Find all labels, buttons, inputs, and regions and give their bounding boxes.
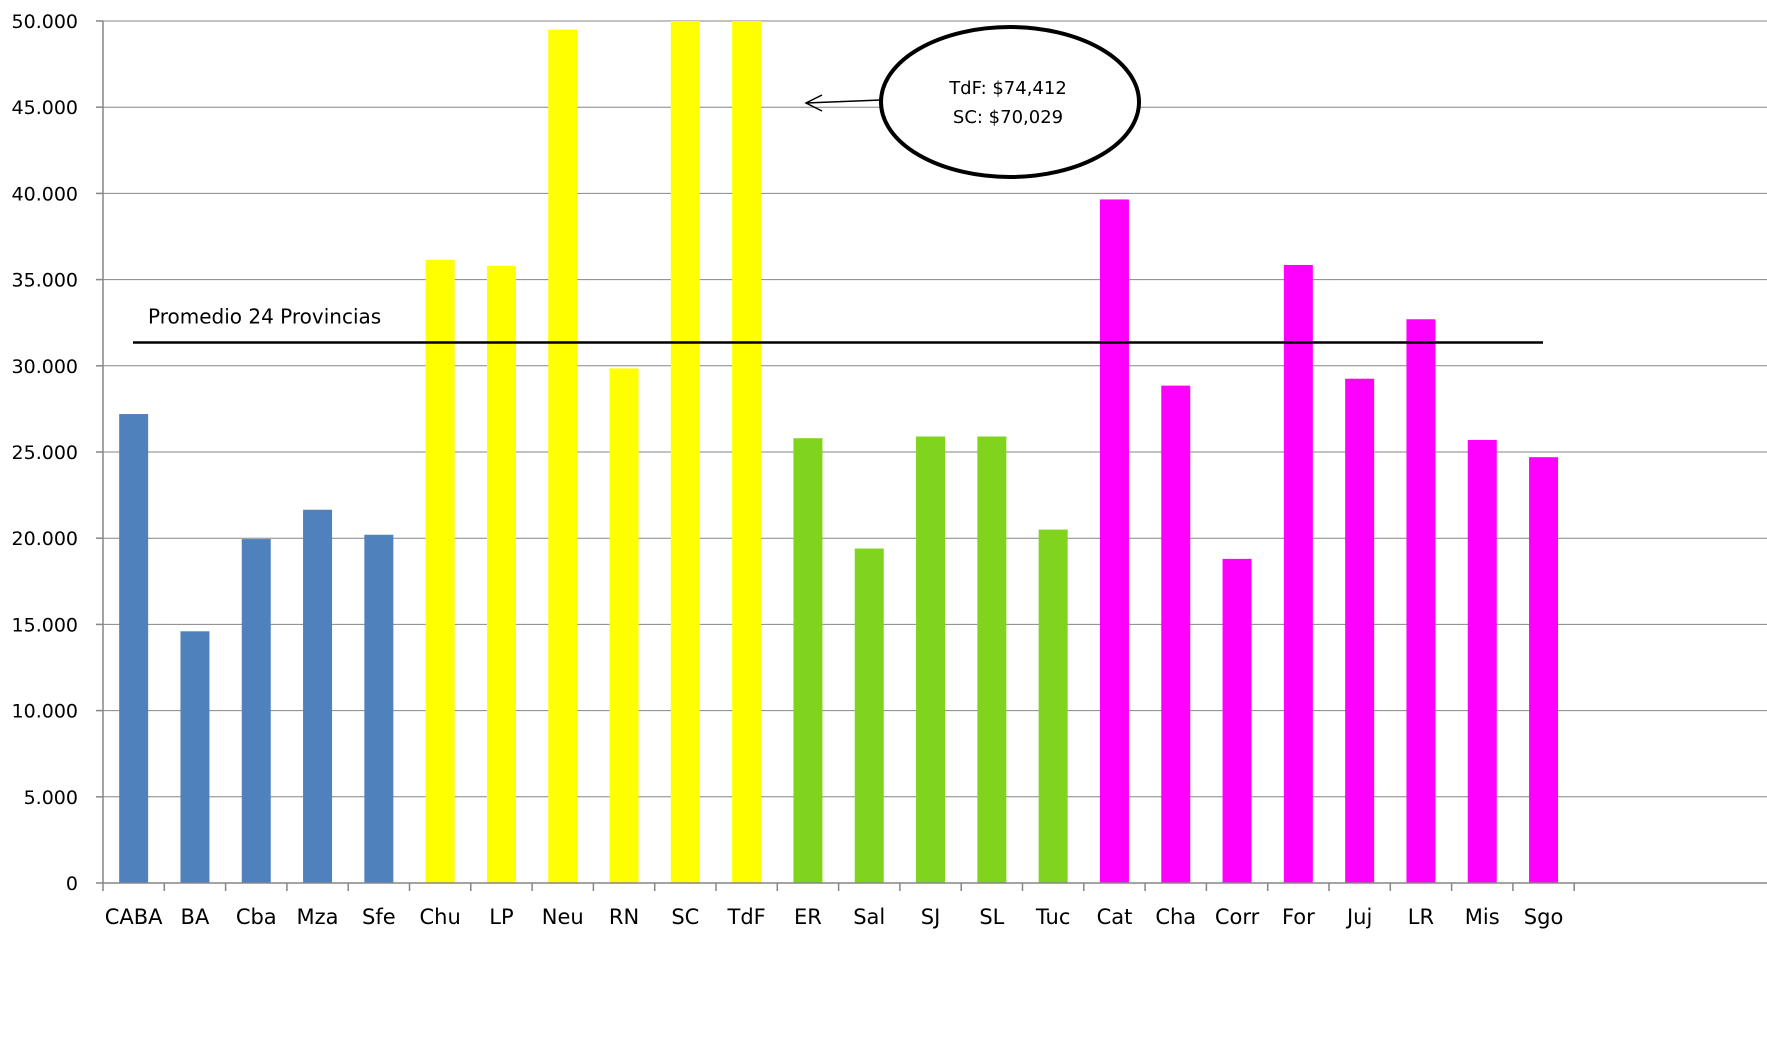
x-tick-label: Sgo bbox=[1524, 905, 1564, 929]
annotation-callout: TdF: $74,412 SC: $70,029 bbox=[804, 25, 1141, 179]
x-tick-label: Cha bbox=[1155, 905, 1196, 929]
annotation-arrow bbox=[805, 99, 882, 104]
x-tick-label: ER bbox=[794, 905, 822, 929]
x-tick-label: Sfe bbox=[362, 905, 396, 929]
bar-cat bbox=[1099, 199, 1129, 883]
annotation-text-line: SC: $70,029 bbox=[953, 107, 1063, 128]
x-tick-label: Corr bbox=[1215, 905, 1260, 929]
bar-cha bbox=[1161, 385, 1191, 883]
bar-corr bbox=[1222, 558, 1252, 883]
bar-mis bbox=[1467, 439, 1497, 883]
y-tick-label: 50.000 bbox=[12, 11, 78, 33]
annotation-arrowhead bbox=[804, 94, 823, 112]
average-line-label: Promedio 24 Provincias bbox=[148, 305, 381, 329]
x-tick-label: Mza bbox=[297, 905, 339, 929]
bar-tdf bbox=[732, 21, 762, 883]
y-tick-label: 0 bbox=[66, 873, 78, 895]
bar-sfe bbox=[364, 534, 394, 883]
x-tick-label: SL bbox=[979, 905, 1004, 929]
y-tick-label: 40.000 bbox=[12, 183, 78, 205]
x-tick-label: For bbox=[1282, 905, 1315, 929]
y-tick-label: 10.000 bbox=[12, 701, 78, 723]
x-tick-label: LP bbox=[489, 905, 513, 929]
x-tick-label: Cat bbox=[1097, 905, 1133, 929]
bar-sj bbox=[916, 436, 946, 883]
bar-sl bbox=[977, 436, 1007, 883]
x-tick-label: Chu bbox=[420, 905, 461, 929]
x-tick-label: CABA bbox=[105, 905, 163, 929]
y-tick-label: 15.000 bbox=[12, 614, 78, 636]
bar-mza bbox=[303, 509, 333, 883]
bar-rn bbox=[609, 368, 639, 883]
x-tick-label: Tuc bbox=[1035, 905, 1071, 929]
x-tick-label: RN bbox=[609, 905, 639, 929]
y-tick-label: 5.000 bbox=[24, 787, 78, 809]
bar-juj bbox=[1345, 378, 1375, 883]
bar-ba bbox=[180, 631, 210, 883]
x-tick-label: SC bbox=[671, 905, 699, 929]
y-tick-label: 35.000 bbox=[12, 270, 78, 292]
bar-sc bbox=[670, 21, 700, 883]
y-tick-label: 25.000 bbox=[12, 442, 78, 464]
bars bbox=[119, 21, 1559, 884]
x-tick-label: LR bbox=[1408, 905, 1434, 929]
bar-chu bbox=[425, 259, 455, 883]
bar-sal bbox=[854, 548, 884, 883]
x-tick-label: Juj bbox=[1345, 905, 1372, 929]
y-tick-label: 45.000 bbox=[12, 97, 78, 119]
bar-caba bbox=[119, 414, 149, 883]
annotation-ellipse bbox=[879, 25, 1141, 179]
y-tick-label: 20.000 bbox=[12, 528, 78, 550]
x-tick-label: TdF bbox=[727, 905, 766, 929]
bar-sgo bbox=[1529, 457, 1559, 883]
annotation-text-line: TdF: $74,412 bbox=[948, 78, 1067, 99]
y-axis-ticks: 0 5.000 10.000 15.000 20.000 25.000 30.000 35.0… bbox=[12, 11, 103, 895]
x-axis-ticks: CABA BA Cba Mza Sfe Chu LP Neu RN SC TdF ER Sal SJ SL T… bbox=[102, 883, 1575, 929]
x-tick-label: Sal bbox=[853, 905, 885, 929]
average-line-group: Promedio 24 Provincias bbox=[133, 305, 1543, 344]
bar-for bbox=[1283, 264, 1313, 883]
x-tick-label: SJ bbox=[921, 905, 941, 929]
x-tick-label: Mis bbox=[1465, 905, 1500, 929]
bar-tuc bbox=[1038, 529, 1068, 883]
bar-lp bbox=[486, 265, 516, 884]
x-tick-label: BA bbox=[181, 905, 210, 929]
bar-lr bbox=[1406, 319, 1436, 883]
bar-cba bbox=[241, 539, 271, 883]
x-tick-label: Neu bbox=[542, 905, 584, 929]
bar-er bbox=[793, 438, 823, 883]
axes bbox=[102, 21, 1767, 884]
y-tick-label: 30.000 bbox=[12, 356, 78, 378]
x-tick-label: Cba bbox=[236, 905, 277, 929]
bar-neu bbox=[548, 29, 578, 884]
